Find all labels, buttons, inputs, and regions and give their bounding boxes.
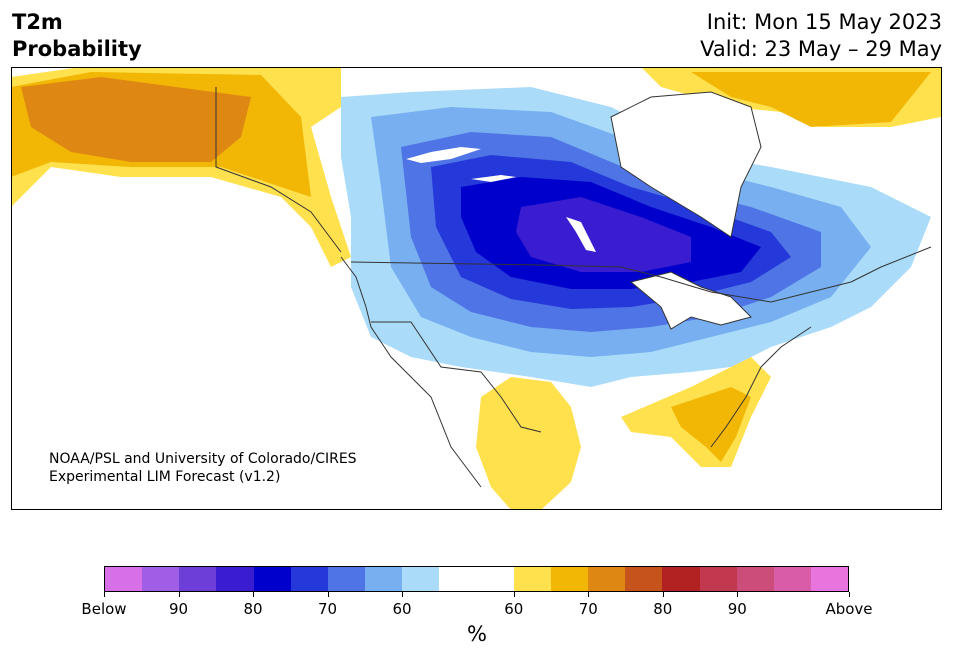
alaska-canada-border xyxy=(215,87,342,253)
colorbar-tick-mark xyxy=(402,592,403,597)
colorbar-tick-label: 90 xyxy=(168,600,189,618)
credit-line-1: NOAA/PSL and University of Colorado/CIRE… xyxy=(49,451,357,467)
colorbar-tick-mark xyxy=(662,592,664,597)
colorbar-tick-label: 80 xyxy=(653,600,673,618)
colorbar-tick-label: 70 xyxy=(317,600,338,618)
credit-text: NOAA/PSL and University of Colorado/CIRE… xyxy=(49,450,357,486)
colorbar-swatch xyxy=(105,567,143,591)
colorbar-tick-label: 60 xyxy=(392,600,412,618)
credit-line-2: Experimental LIM Forecast (v1.2) xyxy=(49,469,281,485)
title-line-1: T2m xyxy=(12,10,63,34)
colorbar-swatch xyxy=(402,567,440,591)
colorbar-swatch xyxy=(216,567,254,591)
map-title: T2m Probability xyxy=(12,9,142,63)
colorbar-tick-label: Above xyxy=(825,600,873,618)
colorbar-swatch xyxy=(736,567,774,591)
warm-region-northeast-inner xyxy=(691,72,931,127)
colorbar-tick-mark xyxy=(737,592,739,597)
great-lakes xyxy=(629,271,752,330)
colorbar-swatch xyxy=(810,567,849,591)
colorbar-tick-label: Below xyxy=(81,600,127,618)
colorbar-swatch xyxy=(365,567,403,591)
colorbar-tick-mark xyxy=(327,592,329,597)
colorbar-swatch xyxy=(625,567,663,591)
title-line-2: Probability xyxy=(12,37,142,61)
colorbar-swatch xyxy=(253,567,291,591)
us-canada-border xyxy=(350,261,852,303)
us-mexico-border xyxy=(371,321,542,433)
colorbar-tick-label: 60 xyxy=(504,600,524,618)
warm-region-southeast-core xyxy=(671,387,751,462)
warm-region-alaska-core xyxy=(21,77,251,162)
lake-winnipeg xyxy=(566,217,596,252)
lake-great-bear xyxy=(406,147,481,163)
warm-region-texas xyxy=(476,377,581,510)
colorbar-tick-label: 70 xyxy=(578,600,598,618)
forecast-dates: Init: Mon 15 May 2023 Valid: 23 May – 29… xyxy=(700,9,942,63)
probability-map xyxy=(11,67,942,510)
valid-range: Valid: 23 May – 29 May xyxy=(700,37,942,61)
init-date: Init: Mon 15 May 2023 xyxy=(706,10,942,34)
colorbar-swatch xyxy=(773,567,811,591)
colorbar-swatch xyxy=(142,567,180,591)
colorbar-swatch xyxy=(327,567,366,591)
colorbar-swatch xyxy=(662,567,700,591)
hudson-bay xyxy=(610,91,762,238)
colorbar xyxy=(104,566,849,592)
colorbar-unit: % xyxy=(467,622,487,646)
coastline-east xyxy=(710,246,932,448)
colorbar-tick-label: 80 xyxy=(243,600,263,618)
coastline-west xyxy=(340,256,482,488)
lake-great-slave xyxy=(471,175,516,182)
colorbar-tick-mark xyxy=(178,592,180,597)
colorbar-swatch xyxy=(699,567,737,591)
colorbar-swatch xyxy=(550,567,589,591)
colorbar-swatch xyxy=(588,567,626,591)
colorbar-tick-mark xyxy=(513,592,515,597)
colorbar-swatch xyxy=(513,567,551,591)
colorbar-tick-mark xyxy=(849,592,850,597)
colorbar-tick-mark xyxy=(588,592,590,597)
colorbar-swatch xyxy=(290,567,328,591)
colorbar-tick-mark xyxy=(104,592,105,597)
colorbar-tick-mark xyxy=(253,592,254,597)
colorbar-tick-label: 90 xyxy=(727,600,747,618)
colorbar-swatch xyxy=(476,567,514,591)
colorbar-swatch xyxy=(439,567,477,591)
cold-region-85 xyxy=(516,197,691,272)
colorbar-swatch xyxy=(179,567,217,591)
